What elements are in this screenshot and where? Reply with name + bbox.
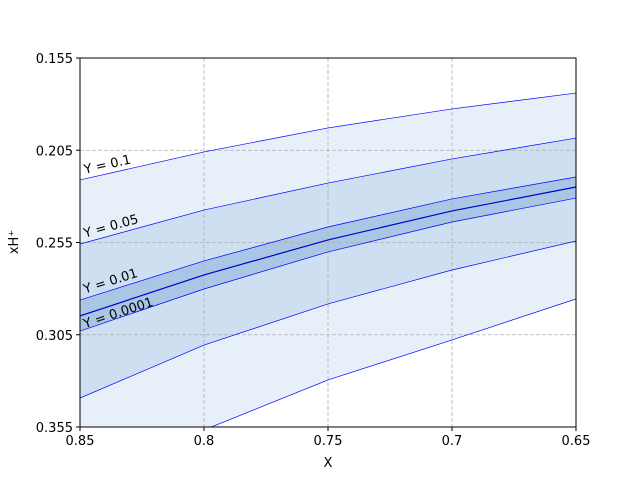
x-tick-label: 0.7 (442, 434, 463, 449)
x-tick-label: 0.65 (562, 434, 591, 449)
band-edge (80, 92, 576, 181)
band-edge (80, 176, 576, 301)
y-tick-label: 0.155 (36, 52, 73, 67)
band-edge (80, 197, 576, 332)
line (80, 186, 576, 317)
y-axis-label: xH⁺ (7, 230, 22, 254)
y-tick-label: 0.305 (36, 329, 73, 344)
y-tick-label: 0.355 (36, 421, 73, 436)
x-tick-label: 0.85 (66, 434, 95, 449)
band-edge (210, 298, 576, 427)
x-tick-label: 0.75 (314, 434, 343, 449)
x-axis-label: X (324, 456, 333, 471)
plot-area (80, 58, 576, 427)
x-tick-label: 0.8 (194, 434, 215, 449)
band-edge (80, 240, 576, 399)
y-tick-label: 0.205 (36, 144, 73, 159)
band-edge (80, 137, 576, 245)
y-tick-label: 0.255 (36, 237, 73, 252)
